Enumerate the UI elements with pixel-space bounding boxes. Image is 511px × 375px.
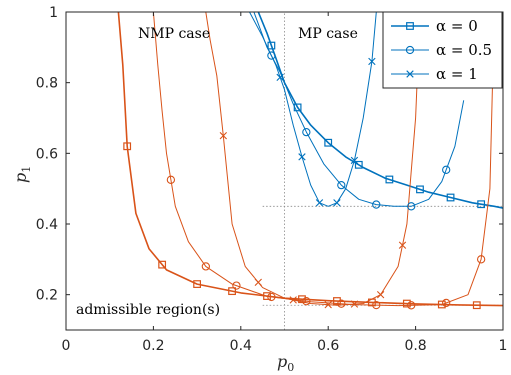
legend-marker (406, 22, 414, 30)
data-point-mp-square (385, 175, 394, 184)
data-point-mp-circle (407, 202, 416, 211)
data-point-mp-square (293, 103, 302, 112)
data-point-mp-circle (302, 127, 311, 137)
data-point-nmp-square (158, 260, 167, 269)
legend-label: α = 0 (436, 17, 478, 35)
annotation-nmp-case: NMP case (138, 26, 210, 42)
data-point-nmp-x (398, 241, 407, 249)
data-point-nmp-square (228, 287, 236, 296)
data-point-nmp-circle (407, 301, 416, 310)
data-point-mp-square (354, 160, 363, 169)
y-tick-label: 0.4 (36, 217, 58, 233)
x-tick-label: 1 (499, 338, 508, 354)
legend-marker (406, 70, 414, 78)
series-line-mp-square (257, 12, 503, 209)
series-line-mp-circle (253, 12, 465, 207)
data-point-nmp-square (437, 300, 446, 309)
data-point-mp-x (350, 156, 359, 165)
x-tick-label: 0.2 (142, 338, 164, 354)
data-point-nmp-circle (232, 281, 241, 290)
data-point-nmp-square (472, 301, 481, 310)
data-point-nmp-circle (476, 255, 486, 264)
data-point-mp-x (368, 57, 376, 66)
plot-frame (65, 11, 504, 331)
data-point-nmp-circle (442, 298, 451, 308)
data-point-nmp-x (219, 131, 228, 140)
data-point-nmp-circle (302, 297, 311, 306)
data-point-mp-circle (337, 180, 346, 190)
data-point-nmp-circle (267, 292, 276, 302)
data-point-mp-square (446, 193, 455, 202)
annotation-admissible-region: admissible region(s) (76, 302, 220, 318)
x-tick-label: 0 (62, 338, 71, 354)
series-line-nmp-circle (152, 12, 495, 307)
data-point-mp-circle (442, 165, 451, 174)
y-tick-label: 0.8 (36, 76, 58, 92)
data-point-nmp-x (324, 300, 332, 309)
data-point-nmp-circle (337, 299, 346, 308)
data-point-nmp-square (298, 295, 306, 304)
data-point-mp-x (315, 199, 324, 207)
y-tick-label: 0.6 (36, 146, 58, 162)
data-point-nmp-square (333, 297, 341, 305)
x-tick-label: 0.4 (230, 338, 252, 354)
data-point-mp-square (267, 41, 276, 50)
data-point-nmp-square (263, 292, 271, 300)
x-tick-label: 0.6 (317, 338, 339, 354)
data-point-nmp-square (193, 280, 202, 288)
data-point-mp-circle (267, 51, 276, 60)
data-point-nmp-square (123, 142, 132, 151)
data-point-mp-x (333, 199, 341, 207)
data-point-nmp-circle (166, 175, 176, 184)
y-axis-label: p1 (11, 166, 33, 183)
data-point-nmp-x (350, 300, 359, 308)
data-point-nmp-x (254, 278, 262, 286)
annotation-mp-case: MP case (298, 26, 358, 42)
x-axis-label: p0 (277, 352, 294, 374)
legend: α = 0 α = 0.5 α = 1 (382, 11, 503, 89)
data-point-nmp-x (289, 296, 297, 304)
y-tick-label: 1 (49, 5, 58, 21)
legend-marker (405, 45, 415, 55)
x-tick-label: 0.8 (404, 338, 426, 354)
data-point-nmp-square (368, 298, 376, 307)
data-point-nmp-x (376, 290, 385, 299)
data-point-nmp-circle (372, 300, 381, 310)
y-tick-label: 0.2 (36, 288, 58, 304)
data-point-mp-x (298, 153, 306, 161)
data-point-mp-x (276, 73, 284, 82)
data-point-nmp-circle (201, 262, 210, 271)
data-point-mp-square (477, 200, 486, 209)
data-point-mp-square (416, 185, 424, 194)
data-point-nmp-square (402, 299, 411, 308)
data-point-mp-circle (372, 200, 381, 209)
legend-label: α = 0.5 (436, 41, 492, 59)
data-point-mp-square (324, 138, 333, 147)
legend-label: α = 1 (436, 65, 478, 83)
